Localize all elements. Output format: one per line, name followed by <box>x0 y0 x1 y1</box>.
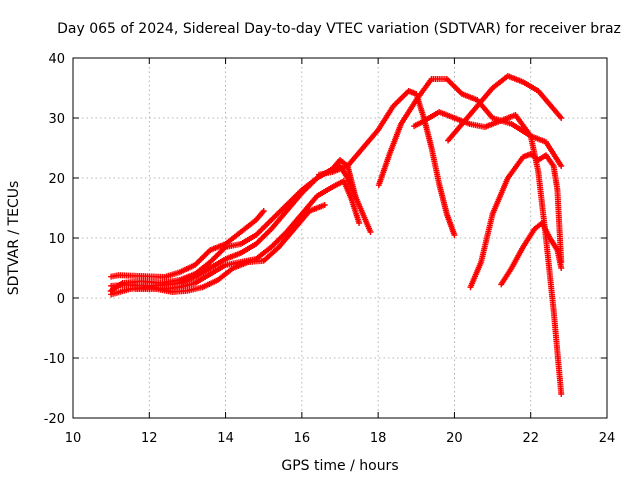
series-track-11 <box>498 220 565 288</box>
series-track-1 <box>108 208 267 280</box>
series-track-6 <box>316 88 458 238</box>
y-tick-label: 20 <box>48 172 65 187</box>
series-track-10 <box>467 151 565 291</box>
x-tick-label: 10 <box>65 431 82 446</box>
y-tick-label: 40 <box>48 52 65 67</box>
axis-tick-labels: 10 12 14 16 18 20 22 24 -20 -10 0 10 20 30 40 <box>44 52 616 446</box>
x-tick-label: 18 <box>370 431 387 446</box>
y-tick-label: -20 <box>44 412 65 427</box>
x-tick-label: 16 <box>294 431 311 446</box>
series-markers <box>467 151 565 291</box>
y-tick-label: 10 <box>48 232 65 247</box>
data-points <box>107 73 565 397</box>
series-track-9 <box>445 73 565 144</box>
x-tick-label: 12 <box>141 431 158 446</box>
series-track-8 <box>411 109 565 397</box>
x-tick-label: 22 <box>522 431 539 446</box>
x-tick-label: 24 <box>599 431 616 446</box>
series-markers <box>445 73 565 144</box>
y-tick-label: 0 <box>57 292 65 307</box>
x-axis-title: GPS time / hours <box>281 458 398 474</box>
y-axis-title: SDTVAR / TECUs <box>6 181 22 296</box>
series-markers <box>108 208 267 280</box>
series-track-5 <box>132 202 328 295</box>
x-tick-label: 14 <box>217 431 234 446</box>
series-markers <box>132 202 328 295</box>
x-tick-label: 20 <box>446 431 463 446</box>
y-tick-label: -10 <box>44 352 65 367</box>
chart-title: Day 065 of 2024, Sidereal Day-to-day VTE… <box>57 21 621 37</box>
series-track-7 <box>375 76 565 189</box>
series-markers <box>375 76 565 189</box>
series-markers <box>498 220 565 288</box>
series-markers <box>316 88 458 238</box>
y-tick-label: 30 <box>48 112 65 127</box>
plot-frame <box>72 57 608 419</box>
series-markers <box>411 109 565 397</box>
